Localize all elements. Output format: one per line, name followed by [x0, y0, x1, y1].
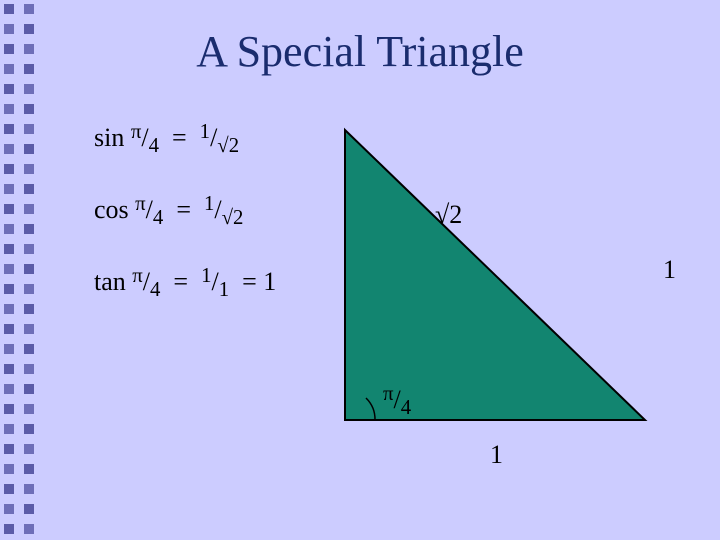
border-squares	[0, 0, 40, 540]
triangle-diagram: √2 1 1 π/4	[335, 110, 695, 490]
label-right-side: 1	[663, 255, 676, 285]
eq-sin: sin π/4 = 1/√2	[94, 120, 276, 158]
label-angle: π/4	[383, 382, 411, 420]
label-bottom-side: 1	[490, 440, 503, 470]
eq-tan: tan π/4 = 1/1 = 1	[94, 264, 276, 302]
triangle-shape	[345, 130, 645, 420]
triangle-svg	[335, 110, 695, 490]
eq-cos: cos π/4 = 1/√2	[94, 192, 276, 230]
label-hypotenuse: √2	[435, 200, 462, 230]
page-title: A Special Triangle	[0, 26, 720, 77]
equations-block: sin π/4 = 1/√2 cos π/4 = 1/√2 tan π/4 = …	[94, 120, 276, 336]
